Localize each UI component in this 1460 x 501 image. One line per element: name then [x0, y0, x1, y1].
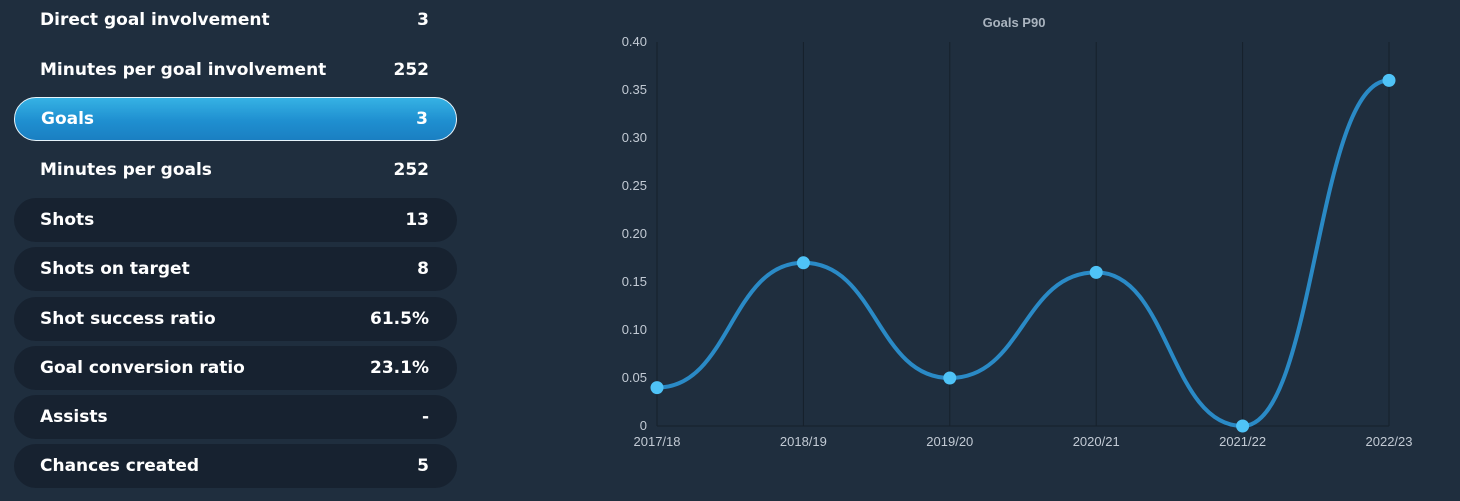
stat-value: 61.5%: [370, 309, 429, 329]
stat-label: Minutes per goal involvement: [40, 60, 327, 80]
stat-label: Chances created: [40, 456, 200, 476]
y-tick-label: 0: [640, 418, 647, 433]
stat-value: 13: [405, 210, 429, 230]
goals-p90-chart: Goals P90 0 0.05 0.10 0.15 0.20 0.25 0.30 0.35 0…: [600, 0, 1430, 501]
stat-row-minutes-per-goals[interactable]: Minutes per goals 252: [14, 148, 457, 192]
stat-row-goals[interactable]: Goals 3: [14, 97, 457, 141]
stat-value: 8: [417, 259, 429, 279]
stat-value: 23.1%: [370, 358, 429, 378]
x-tick-label: 2019/20: [926, 434, 973, 449]
stat-value: 3: [417, 10, 429, 30]
stat-value: -: [421, 407, 429, 427]
x-tick-label: 2022/23: [1366, 434, 1413, 449]
stat-row-minutes-per-goal-involvement[interactable]: Minutes per goal involvement 252: [14, 48, 457, 92]
y-tick-label: 0.05: [622, 370, 647, 385]
x-axis: 2017/18 2018/19 2019/20 2020/21 2021/22 2022/…: [634, 434, 1413, 449]
series-line-layer: [655, 78, 1391, 428]
stat-label: Assists: [40, 407, 108, 427]
x-tick-label: 2021/22: [1219, 434, 1266, 449]
stats-panel: Direct goal involvement 3 Minutes per go…: [0, 0, 470, 501]
stat-value: 5: [417, 456, 429, 476]
data-point: [1089, 265, 1103, 279]
data-point: [1236, 419, 1250, 433]
data-point: [650, 381, 664, 395]
stat-value: 3: [416, 109, 428, 129]
x-tick-label: 2020/21: [1073, 434, 1120, 449]
chart-gridlines: [656, 42, 1390, 427]
y-tick-label: 0.35: [622, 82, 647, 97]
stat-label: Goals: [41, 109, 95, 129]
stat-row-goal-conversion-ratio[interactable]: Goal conversion ratio 23.1%: [14, 346, 457, 390]
x-tick-label: 2018/19: [780, 434, 827, 449]
y-tick-label: 0.20: [622, 226, 647, 241]
data-point: [796, 256, 810, 270]
y-tick-label: 0.15: [622, 274, 647, 289]
y-tick-label: 0.10: [622, 322, 647, 337]
stat-row-assists[interactable]: Assists -: [14, 395, 457, 439]
stat-row-chances-created[interactable]: Chances created 5: [14, 444, 457, 488]
chart-title: Goals P90: [983, 15, 1046, 30]
y-axis: 0 0.05 0.10 0.15 0.20 0.25 0.30 0.35 0.40: [622, 34, 647, 433]
stat-label: Minutes per goals: [40, 160, 212, 180]
stat-label: Shots on target: [40, 259, 190, 279]
stat-row-shots-on-target[interactable]: Shots on target 8: [14, 247, 457, 291]
y-tick-label: 0.40: [622, 34, 647, 49]
series-points: [650, 73, 1396, 433]
y-tick-label: 0.25: [622, 178, 647, 193]
stat-label: Goal conversion ratio: [40, 358, 245, 378]
data-point: [943, 371, 957, 385]
x-tick-label: 2017/18: [634, 434, 681, 449]
series-line: [655, 78, 1391, 428]
chart-svg: Goals P90 00.050.100.150.200.250.300.350…: [622, 15, 1413, 449]
stat-value: 252: [393, 60, 430, 80]
stat-row-shot-success-ratio[interactable]: Shot success ratio 61.5%: [14, 297, 457, 341]
y-tick-label: 0.30: [622, 130, 647, 145]
stat-label: Shots: [40, 210, 95, 230]
stat-label: Shot success ratio: [40, 309, 216, 329]
data-point: [1382, 73, 1396, 87]
stat-value: 252: [393, 160, 430, 180]
stat-label: Direct goal involvement: [40, 10, 270, 30]
stat-row-direct-goal-involvement[interactable]: Direct goal involvement 3: [14, 0, 457, 42]
stat-row-shots[interactable]: Shots 13: [14, 198, 457, 242]
